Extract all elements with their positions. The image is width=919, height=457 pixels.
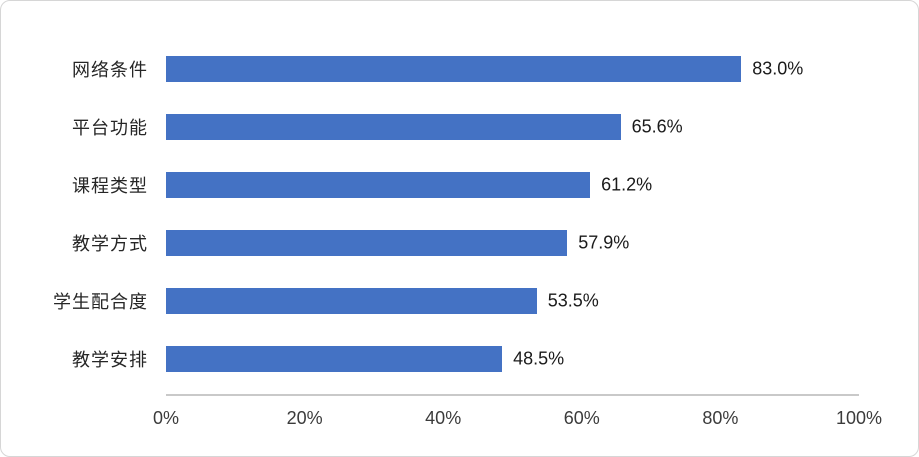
chart-row: 教学方式 57.9%: [72, 214, 859, 272]
bar: [166, 114, 621, 140]
chart-row: 学生配合度 53.5%: [53, 272, 859, 330]
data-label: 65.6%: [631, 116, 683, 137]
x-axis-tick-label: 0%: [152, 408, 180, 428]
x-axis-tick-label: 80%: [702, 408, 739, 428]
bar: [166, 56, 742, 82]
chart-row: 平台功能 65.6%: [72, 98, 859, 156]
chart-row: 课程类型 61.2%: [72, 156, 859, 214]
category-label: 网络条件: [72, 60, 148, 80]
plot-area: 网络条件 83.0% 平台功能 65.6% 课程类型 61.2% 教学方式 57.9% 学生配合…: [53, 40, 859, 388]
chart-row: 网络条件 83.0%: [72, 40, 859, 98]
x-axis-ticks: 0% 20% 40% 60% 80% 100%: [153, 396, 882, 434]
bar: [166, 230, 568, 256]
x-axis: 0% 20% 40% 60% 80% 100%: [153, 394, 882, 434]
x-axis-tick-label: 60%: [563, 408, 600, 428]
category-label: 教学方式: [72, 234, 148, 254]
category-label: 课程类型: [72, 176, 148, 196]
category-label: 平台功能: [72, 118, 148, 138]
data-label: 48.5%: [513, 348, 565, 369]
bar: [166, 346, 503, 372]
x-axis-tick-label: 100%: [835, 408, 883, 428]
x-axis-tick-label: 40%: [425, 408, 462, 428]
chart-rows: 网络条件 83.0% 平台功能 65.6% 课程类型 61.2% 教学方式 57.9% 学生配合…: [53, 40, 859, 388]
chart-row: 教学安排 48.5%: [72, 330, 859, 388]
data-label: 57.9%: [578, 232, 630, 253]
data-label: 53.5%: [547, 290, 599, 311]
bar: [166, 288, 537, 314]
data-label: 61.2%: [601, 174, 653, 195]
category-label: 教学安排: [72, 350, 148, 370]
x-axis-tick-label: 20%: [286, 408, 323, 428]
category-label: 学生配合度: [53, 292, 148, 312]
data-label: 83.0%: [752, 58, 804, 79]
bar: [166, 172, 591, 198]
